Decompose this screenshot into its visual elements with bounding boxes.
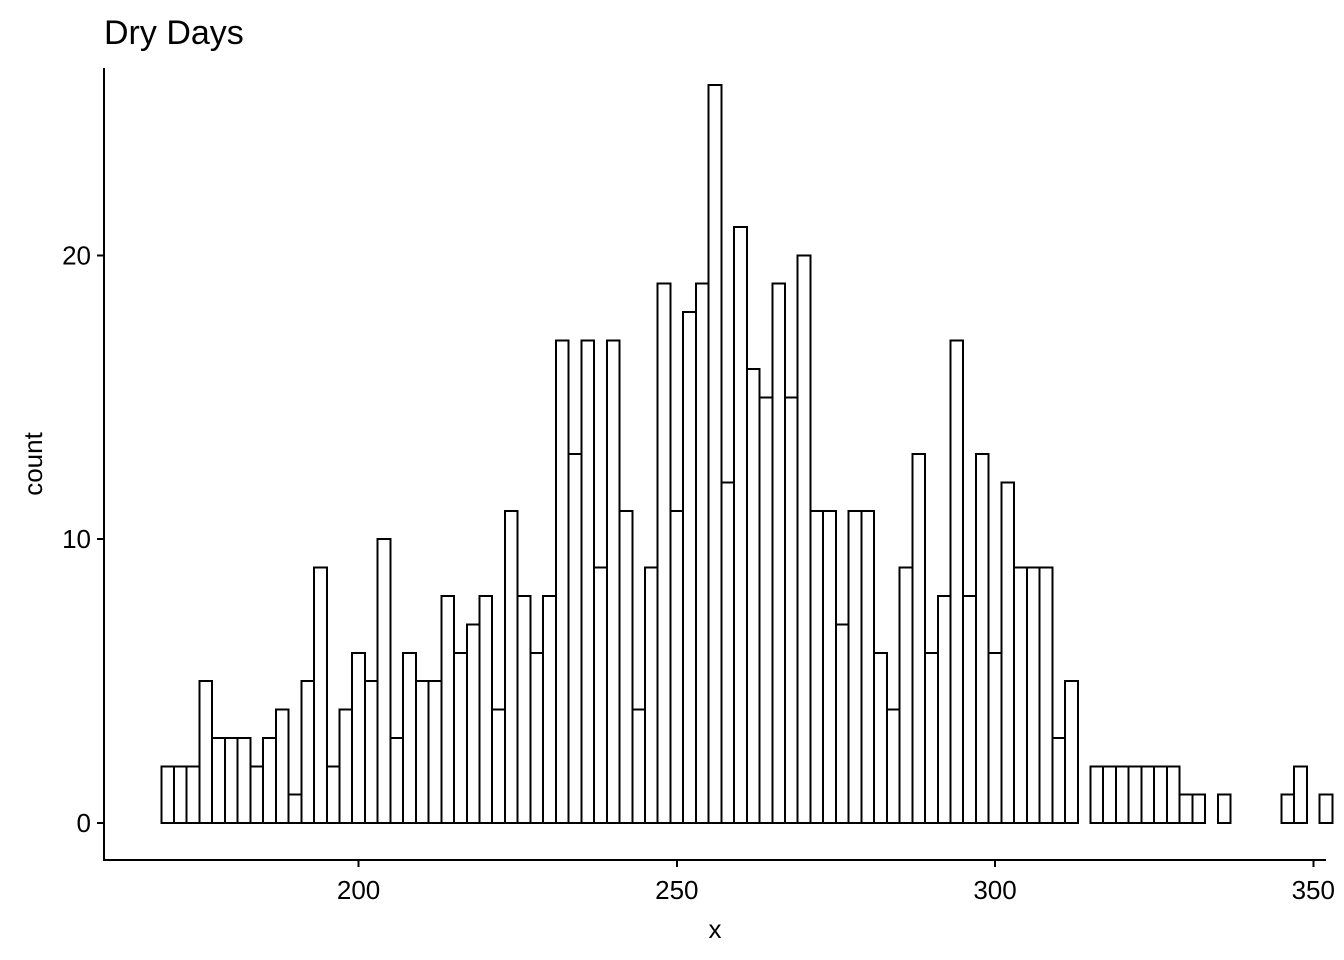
histogram-bar [223,736,239,825]
histogram-bar [529,651,545,825]
histogram-bar [643,566,659,825]
chart-title: Dry Days [104,14,244,52]
histogram-bar [758,396,774,825]
histogram-bar [796,254,812,825]
histogram-bar [160,765,176,825]
histogram-bar [1216,793,1232,825]
histogram-bar [249,765,265,825]
histogram-bar [211,736,226,825]
histogram-bar [1178,793,1194,825]
histogram-bar [911,453,927,825]
histogram-bar [1064,680,1079,825]
histogram-bar [605,339,621,825]
histogram-bar [593,566,608,825]
histogram-bar [173,765,188,825]
histogram-bar [1140,765,1156,825]
histogram-bar [682,311,697,825]
histogram-bar [1051,736,1067,825]
histogram-bar [1013,566,1028,825]
histogram-bar [325,765,341,825]
histogram-bar [580,339,596,825]
y-tick-label: 10 [62,524,91,554]
histogram-bar [236,736,252,825]
histogram-bar [860,509,876,825]
histogram-bar [1000,481,1016,825]
histogram-bar [733,225,748,825]
histogram-bar [1025,566,1041,825]
histogram-bar [351,651,366,825]
histogram-bar [453,651,468,825]
histogram-bar [809,509,825,825]
x-tick-label: 200 [337,875,380,905]
histogram-bar [478,595,494,825]
histogram-bar [300,680,316,825]
histogram-bar [503,509,519,825]
x-axis-title: x [709,914,722,944]
bars-group [160,84,1334,825]
histogram-bar [465,623,481,825]
histogram-bar [885,708,901,825]
histogram-bar [936,595,952,825]
histogram-bar [542,595,557,825]
histogram-bar [745,367,761,825]
histogram-bar [1191,793,1207,825]
histogram-bar [185,765,201,825]
histogram-bar [389,736,405,825]
histogram-bar [1293,765,1308,825]
histogram-bar [1102,765,1117,825]
histogram-bar [516,595,532,825]
histogram-bar [262,736,277,825]
histogram-bar [313,566,328,825]
histogram-bar [1165,765,1181,825]
x-tick-label: 250 [655,875,698,905]
y-tick-label: 0 [77,808,91,838]
histogram-bar [949,339,965,825]
histogram-bar [338,708,354,825]
histogram-bar [1127,765,1143,825]
histogram-bar [784,396,799,825]
histogram-bar [618,509,634,825]
histogram-bar [1114,765,1130,825]
histogram-bar [554,339,570,825]
histogram-bar [656,282,672,825]
y-tick-label: 20 [62,240,91,270]
histogram-bar [414,680,430,825]
histogram-bar [376,538,392,825]
histogram-bar [1089,765,1105,825]
histogram-bar [1153,765,1168,825]
histogram-bar [631,708,646,825]
histogram-bar [440,595,456,825]
histogram-bar [1038,566,1054,825]
histogram-bar [847,509,863,825]
histogram-bar [402,651,417,825]
histogram-bar [363,680,379,825]
histogram-bar [987,651,1003,825]
y-axis-ticks: 0 10 20 [62,240,104,838]
histogram-bar [567,453,583,825]
histogram-bar [822,509,837,825]
x-tick-label: 350 [1292,875,1335,905]
histogram-bar [873,651,888,825]
histogram-bar [274,708,290,825]
histogram-bar [771,282,787,825]
histogram-bar [962,595,977,825]
histogram-bar [898,566,914,825]
histogram-bar [694,282,710,825]
histogram-bar [707,84,723,825]
histogram-bar [491,708,506,825]
x-axis-ticks: 200 250 300 350 [337,860,1335,905]
y-axis-title: count [18,431,48,495]
histogram-bar [669,509,685,825]
histogram-bar [720,481,736,825]
histogram-bar [834,623,850,825]
histogram-bar [924,651,939,825]
histogram-bar [427,680,443,825]
histogram-bar [1318,793,1334,825]
x-tick-label: 300 [973,875,1016,905]
histogram-bar [287,793,303,825]
histogram-bar [974,453,990,825]
histogram-bar [1280,793,1296,825]
histogram-bar [198,680,214,825]
